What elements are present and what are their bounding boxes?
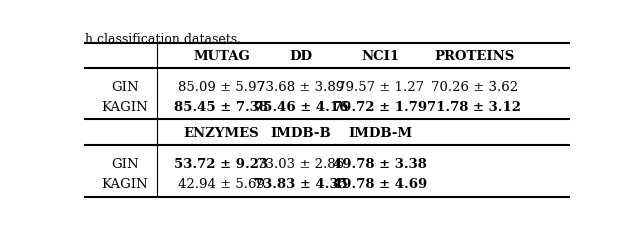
- Text: GIN: GIN: [111, 80, 138, 93]
- Text: ENZYMES: ENZYMES: [184, 126, 259, 139]
- Text: h classification datasets.: h classification datasets.: [85, 33, 241, 46]
- Text: 73.83 ± 4.35: 73.83 ± 4.35: [254, 177, 348, 190]
- Text: GIN: GIN: [111, 157, 138, 170]
- Text: 42.94 ± 5.69: 42.94 ± 5.69: [178, 177, 265, 190]
- Text: 70.26 ± 3.62: 70.26 ± 3.62: [431, 80, 518, 93]
- Text: 73.68 ± 3.89: 73.68 ± 3.89: [257, 80, 344, 93]
- Text: KAGIN: KAGIN: [101, 100, 148, 113]
- Text: IMDB-B: IMDB-B: [270, 126, 331, 139]
- Text: 79.72 ± 1.79: 79.72 ± 1.79: [333, 100, 427, 113]
- Text: 79.57 ± 1.27: 79.57 ± 1.27: [337, 80, 424, 93]
- Text: NCI1: NCI1: [361, 50, 399, 63]
- Text: 75.46 ± 4.16: 75.46 ± 4.16: [253, 100, 348, 113]
- Text: KAGIN: KAGIN: [101, 177, 148, 190]
- Text: MUTAG: MUTAG: [193, 50, 250, 63]
- Text: 73.03 ± 2.86: 73.03 ± 2.86: [257, 157, 344, 170]
- Text: IMDB-M: IMDB-M: [348, 126, 412, 139]
- Text: PROTEINS: PROTEINS: [434, 50, 515, 63]
- Text: 53.72 ± 9.23: 53.72 ± 9.23: [174, 157, 268, 170]
- Text: 49.78 ± 4.69: 49.78 ± 4.69: [333, 177, 428, 190]
- Text: 85.09 ± 5.97: 85.09 ± 5.97: [178, 80, 265, 93]
- Text: 85.45 ± 7.38: 85.45 ± 7.38: [174, 100, 268, 113]
- Text: 71.78 ± 3.12: 71.78 ± 3.12: [428, 100, 522, 113]
- Text: 49.78 ± 3.38: 49.78 ± 3.38: [333, 157, 427, 170]
- Text: DD: DD: [289, 50, 312, 63]
